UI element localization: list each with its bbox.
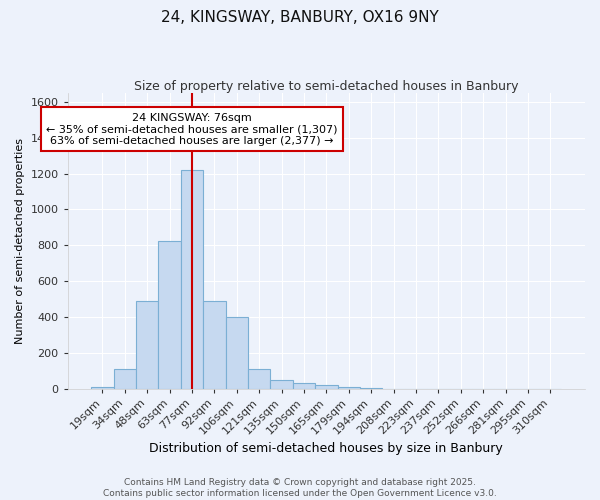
Bar xyxy=(271,380,293,388)
Bar xyxy=(203,301,226,388)
Bar xyxy=(181,170,203,388)
Bar xyxy=(113,369,136,388)
Bar xyxy=(315,385,338,388)
Y-axis label: Number of semi-detached properties: Number of semi-detached properties xyxy=(15,138,25,344)
X-axis label: Distribution of semi-detached houses by size in Banbury: Distribution of semi-detached houses by … xyxy=(149,442,503,455)
Bar xyxy=(136,301,158,388)
Bar xyxy=(158,241,181,388)
Bar xyxy=(338,386,360,388)
Bar xyxy=(226,317,248,388)
Bar xyxy=(293,383,315,388)
Text: Contains HM Land Registry data © Crown copyright and database right 2025.
Contai: Contains HM Land Registry data © Crown c… xyxy=(103,478,497,498)
Text: 24 KINGSWAY: 76sqm
← 35% of semi-detached houses are smaller (1,307)
63% of semi: 24 KINGSWAY: 76sqm ← 35% of semi-detache… xyxy=(46,112,338,146)
Bar xyxy=(91,386,113,388)
Title: Size of property relative to semi-detached houses in Banbury: Size of property relative to semi-detach… xyxy=(134,80,518,93)
Bar xyxy=(248,369,271,388)
Text: 24, KINGSWAY, BANBURY, OX16 9NY: 24, KINGSWAY, BANBURY, OX16 9NY xyxy=(161,10,439,25)
